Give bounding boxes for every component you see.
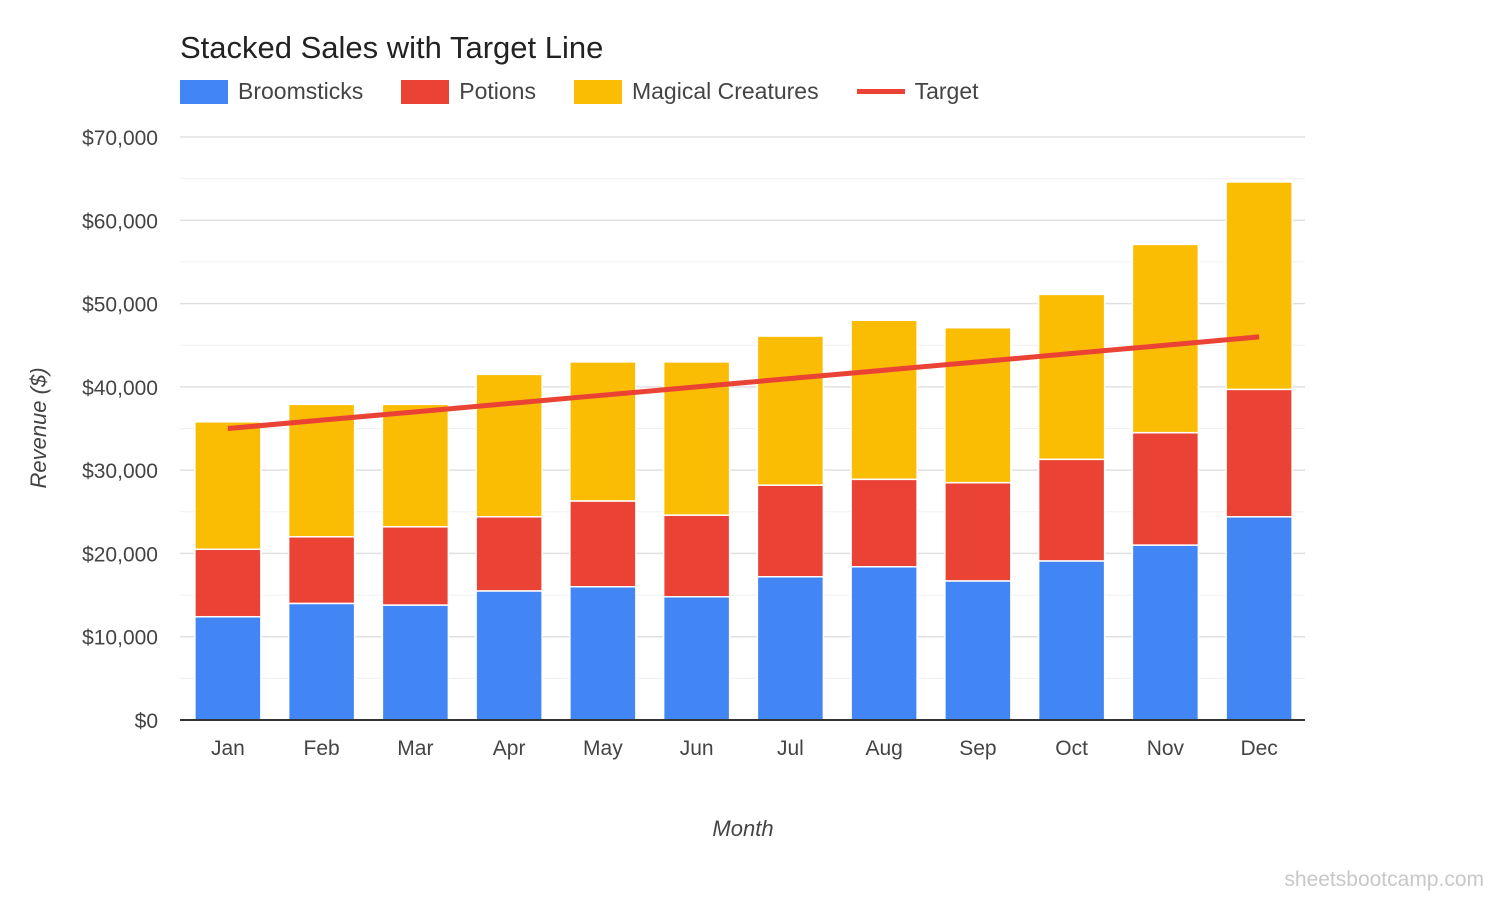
- legend-label: Target: [914, 78, 979, 104]
- legend-swatch: [180, 79, 228, 104]
- x-axis-title: Month: [712, 816, 773, 841]
- bar-broomsticks: [1131, 544, 1200, 721]
- bar-magical-creatures: [850, 319, 918, 481]
- watermark: sheetsbootcamp.com: [1284, 868, 1484, 891]
- bar-potions: [756, 484, 825, 578]
- x-tick-label: Jun: [680, 737, 714, 760]
- bar-potions: [475, 516, 543, 592]
- x-tick-label: Nov: [1147, 737, 1185, 760]
- x-tick-label: Mar: [397, 737, 433, 760]
- bar-magical-creatures: [944, 326, 1012, 484]
- bar-broomsticks: [756, 575, 825, 721]
- bar-magical-creatures: [194, 421, 262, 551]
- bar-magical-creatures: [287, 403, 356, 538]
- bar-magical-creatures: [1225, 181, 1293, 391]
- bar-magical-creatures: [569, 361, 637, 502]
- bar-broomsticks: [850, 566, 918, 721]
- bar-magical-creatures: [756, 335, 825, 486]
- y-tick-label: $60,000: [82, 210, 158, 233]
- bar-magical-creatures: [1131, 243, 1200, 434]
- y-tick-label: $30,000: [82, 460, 158, 483]
- bar-potions: [1131, 431, 1200, 546]
- y-tick-label: $20,000: [82, 543, 158, 566]
- bar-broomsticks: [1225, 516, 1293, 721]
- x-tick-label: May: [583, 737, 623, 760]
- legend-item-target[interactable]: Target: [856, 78, 979, 105]
- bar-potions: [1225, 388, 1293, 518]
- y-tick-label: $40,000: [82, 377, 158, 400]
- x-tick-label: Aug: [865, 737, 902, 760]
- y-tick-label: $10,000: [82, 627, 158, 650]
- x-tick-label: Jan: [211, 737, 245, 760]
- bar-magical-creatures: [475, 373, 543, 518]
- legend-swatch: [573, 79, 622, 104]
- y-axis-title: Revenue ($): [26, 367, 51, 488]
- bar-potions: [850, 478, 918, 568]
- bar-broomsticks: [944, 580, 1012, 721]
- bar-potions: [569, 500, 637, 588]
- legend-label: Magical Creatures: [631, 78, 819, 104]
- legend: Broomsticks Potions Magical Creatures Ta…: [180, 78, 1017, 105]
- bar-broomsticks: [381, 604, 450, 721]
- bar-broomsticks: [194, 615, 262, 721]
- legend-item-potions[interactable]: Potions: [401, 78, 536, 105]
- bar-broomsticks: [662, 595, 731, 721]
- target-line: [227, 334, 1260, 431]
- bar-magical-creatures: [381, 403, 450, 528]
- x-tick-label: Sep: [959, 737, 996, 760]
- legend-item-magical-creatures[interactable]: Magical Creatures: [573, 78, 819, 105]
- bar-potions: [944, 481, 1012, 582]
- y-tick-label: $50,000: [82, 294, 158, 317]
- x-tick-label: Apr: [493, 737, 526, 760]
- legend-label: Broomsticks: [238, 78, 364, 104]
- x-tick-label: Oct: [1055, 737, 1088, 760]
- chart-title: Stacked Sales with Target Line: [180, 30, 604, 65]
- legend-item-broomsticks[interactable]: Broomsticks: [180, 78, 363, 105]
- bar-magical-creatures: [1037, 293, 1106, 461]
- legend-line: [856, 89, 905, 94]
- bar-potions: [1037, 458, 1106, 562]
- bar-potions: [194, 548, 262, 618]
- bar-broomsticks: [287, 602, 356, 721]
- bar-potions: [287, 536, 356, 605]
- bar-potions: [381, 526, 450, 606]
- bar-broomsticks: [1037, 560, 1106, 721]
- legend-label: Potions: [459, 78, 536, 104]
- x-tick-label: Feb: [304, 737, 340, 760]
- x-tick-label: Jul: [777, 737, 804, 760]
- x-tick-label: Dec: [1240, 737, 1277, 760]
- bar-broomsticks: [569, 585, 637, 721]
- y-tick-label: $0: [135, 710, 158, 733]
- y-tick-label: $70,000: [82, 127, 158, 150]
- bar-potions: [662, 514, 731, 598]
- bar-broomsticks: [475, 590, 543, 721]
- legend-swatch: [401, 79, 450, 104]
